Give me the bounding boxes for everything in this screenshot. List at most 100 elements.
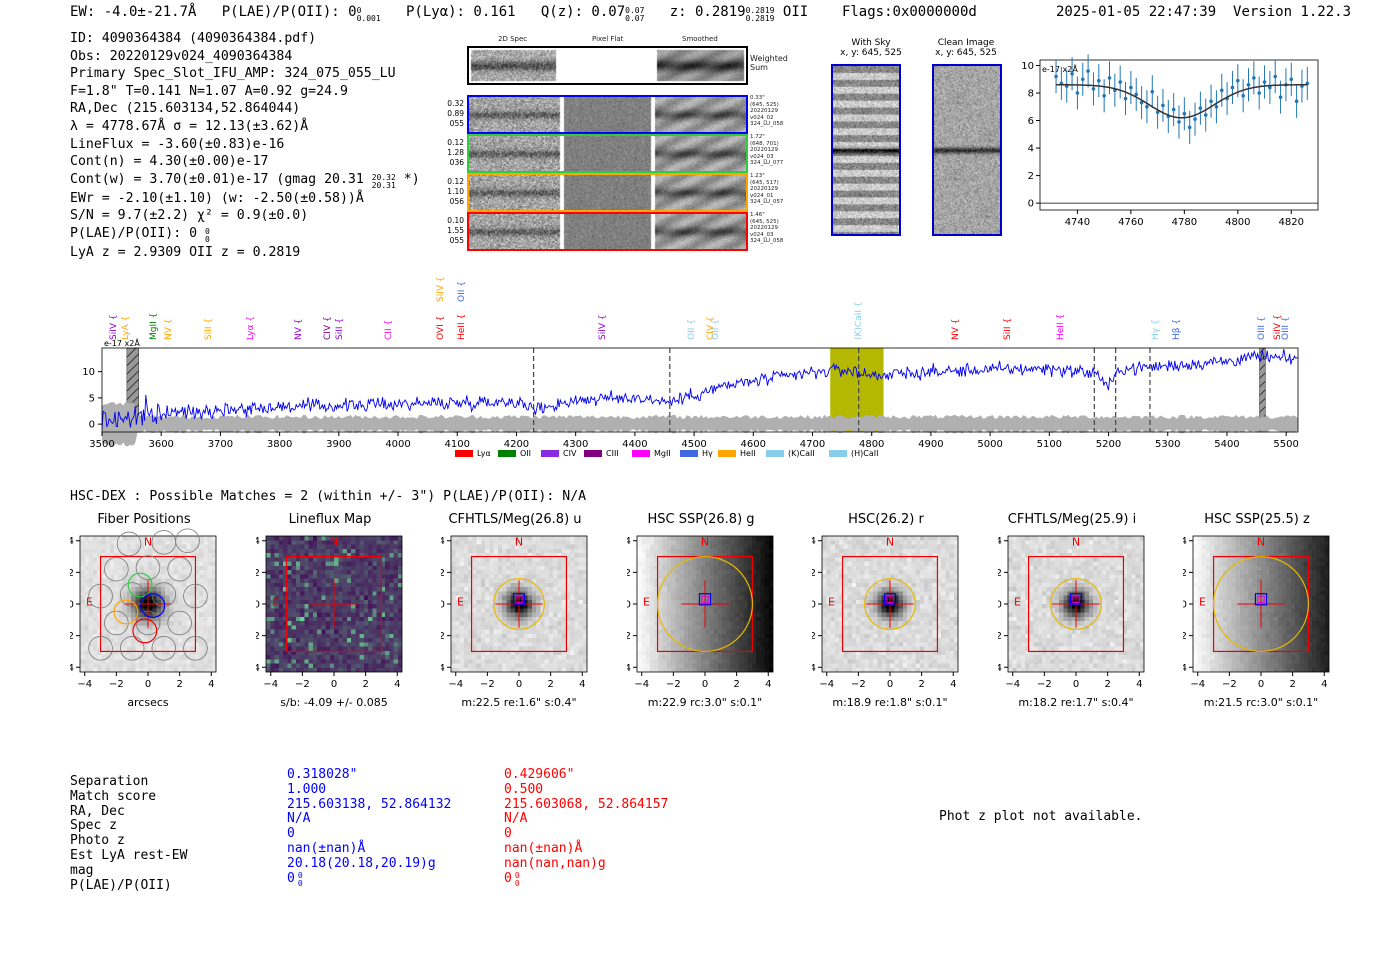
lambda-line: λ = 4778.67Å σ = 12.13(±3.62)Å xyxy=(70,118,309,134)
legend-item: HeII xyxy=(718,449,756,458)
spec2d-row-left-values: 0.12 1.10 056 xyxy=(446,177,464,207)
catalog-match-box-2 xyxy=(515,595,523,603)
y-tick-label: −4 xyxy=(627,663,631,674)
catalog-match-box xyxy=(883,593,897,606)
match-m2-value: N/A xyxy=(504,811,668,827)
y-tick-label: 2 xyxy=(256,568,260,579)
data-point xyxy=(1209,99,1213,104)
fiber-circle xyxy=(151,636,177,661)
spec2d-row-meta-line: 20220129 xyxy=(750,147,778,154)
match-1-column: 0.318028" 1.000 215.603138, 52.864132 N/A 0 n… xyxy=(287,767,451,888)
error-band xyxy=(102,401,1298,447)
x-tick-label: −4 xyxy=(448,679,463,690)
match-value-text: nan(nan,nan)g xyxy=(504,855,606,871)
x-tick-label: 4780 xyxy=(1172,217,1197,228)
legend-item: Hγ xyxy=(680,449,713,458)
legend-swatch xyxy=(541,450,559,457)
cutout-title: CFHTLS/Meg(26.8) u xyxy=(448,512,582,527)
fiber-circle-highlight xyxy=(113,599,139,625)
spec2d-row-meta: 1.23" (645, 517) 20220129 v024_01 324_LU_057 xyxy=(750,173,783,206)
legend-label: Lyα xyxy=(477,449,491,458)
east-marker: E xyxy=(643,596,650,609)
cutout-image: −4−4 −2 −2 0 0 2 2 4 4 N E xyxy=(627,535,774,690)
y-tick-label: 0 xyxy=(1028,199,1034,210)
fiber-circle xyxy=(116,531,142,557)
cutout-subtitle: s/b: -4.09 +/- 0.085 xyxy=(280,696,388,709)
legend-label: CIV xyxy=(563,449,577,458)
x-tick-label: 3500 xyxy=(89,439,114,450)
y-tick-label: 2 xyxy=(70,568,74,579)
fiber-circle xyxy=(119,582,145,607)
x-tick-label: −4 xyxy=(1005,679,1020,690)
x-tick-label: 3900 xyxy=(326,439,351,450)
y-tick-label: 0 xyxy=(256,600,260,611)
spec2d-row-left-values: 0.10 1.55 055 xyxy=(446,216,464,246)
y-tick-label: 2 xyxy=(627,568,631,579)
y-tick-label: −4 xyxy=(441,663,445,674)
emission-line-label: OII { xyxy=(456,281,467,302)
data-point xyxy=(1203,113,1208,117)
data-point xyxy=(1187,125,1192,130)
radec-line: RA,Dec (215.603134,52.864044) xyxy=(70,101,301,117)
frac-sub: 0 xyxy=(514,878,520,888)
data-point xyxy=(1289,77,1294,82)
x-tick-label: 4000 xyxy=(385,439,410,450)
data-point xyxy=(1278,95,1283,99)
y-scale-label: e-17 x2Å xyxy=(1042,63,1078,74)
x-tick-label: −2 xyxy=(295,679,310,690)
data-point xyxy=(1091,87,1096,91)
plya-value: P(Lyα): 0.161 xyxy=(405,4,516,20)
cutout-image: −4−4 −2 −2 0 0 2 2 4 4 N E xyxy=(256,535,403,690)
match-label: Photo z xyxy=(70,833,125,849)
y-tick-label: 0 xyxy=(627,600,631,611)
cutout-subtitle: m:18.2 re:1.7" s:0.4" xyxy=(1018,696,1134,709)
y-tick-label: 0 xyxy=(70,600,74,611)
x-tick-label: 3800 xyxy=(267,439,292,450)
match-m1-value: 20.18(20.18,20.19)g xyxy=(287,856,451,872)
data-point xyxy=(1123,96,1128,101)
timestamp: 2025-01-05 22:47:39 xyxy=(1056,4,1217,20)
spec2d-row-meta-line: 1.46" xyxy=(750,212,765,218)
clean-image xyxy=(932,64,1002,236)
plae-header: P(LAE)/P(OII): 0 0 0.001 xyxy=(221,4,381,23)
x-tick-label: 4820 xyxy=(1279,217,1304,228)
hsc-dex-title: HSC-DEX : Possible Matches = 2 (within +… xyxy=(70,489,587,504)
x-tick-label: −4 xyxy=(77,679,92,690)
spec2d-row-left-values: 0.12 1.28 036 xyxy=(446,138,464,168)
data-point xyxy=(1134,92,1139,97)
sn-line: S/N = 9.7(±2.2) χ² = 0.9(±0.0) xyxy=(70,208,309,224)
y-tick-label: 2 xyxy=(812,568,816,579)
spec2d-row-meta: 1.72" (648, 701) 20220129 v024_03 324_LU_077 xyxy=(750,134,783,167)
frac-sup: 0 xyxy=(297,870,303,880)
legend-swatch xyxy=(766,450,784,457)
x-tick-label: 4 xyxy=(579,679,585,690)
x-tick-label: 4 xyxy=(208,679,214,690)
spec2d-row-value: 0.10 xyxy=(447,216,464,225)
y-tick-label: 4 xyxy=(998,536,1002,547)
x-tick-label: 3700 xyxy=(208,439,233,450)
fiber-circle xyxy=(88,583,113,609)
legend-swatch xyxy=(718,450,736,457)
data-point xyxy=(1155,110,1160,115)
catalog-match-box xyxy=(512,593,526,606)
x-tick-label: 2 xyxy=(362,679,368,690)
y-tick-label: −2 xyxy=(70,631,74,642)
fiber-circle xyxy=(151,530,177,555)
x-tick-label: 4740 xyxy=(1065,217,1090,228)
spec2d-header-pixelflat: Pixel Flat xyxy=(592,35,624,43)
legend-swatch xyxy=(584,450,602,457)
cutout-subtitle: arcsecs xyxy=(127,696,169,709)
spec2d-row-meta-line: 324_LU_058 xyxy=(750,238,784,245)
legend-label: CIII xyxy=(606,449,619,458)
cutout-title: Fiber Positions xyxy=(97,512,191,527)
spec2d-row-value: 055 xyxy=(449,236,464,245)
x-tick-label: 5000 xyxy=(977,439,1002,450)
contn-line: Cont(n) = 4.30(±0.00)e-17 xyxy=(70,154,269,170)
x-tick-label: 5100 xyxy=(1037,439,1062,450)
match-m2-value: 0.429606" xyxy=(504,767,668,783)
cutout-image: −4−4 −2 −2 0 0 2 2 4 4 N E xyxy=(812,535,959,690)
data-point xyxy=(1086,69,1090,73)
data-point xyxy=(1219,88,1224,93)
search-box xyxy=(99,555,197,653)
obs-line: Obs: 20220129v024_4090364384 xyxy=(70,48,293,64)
